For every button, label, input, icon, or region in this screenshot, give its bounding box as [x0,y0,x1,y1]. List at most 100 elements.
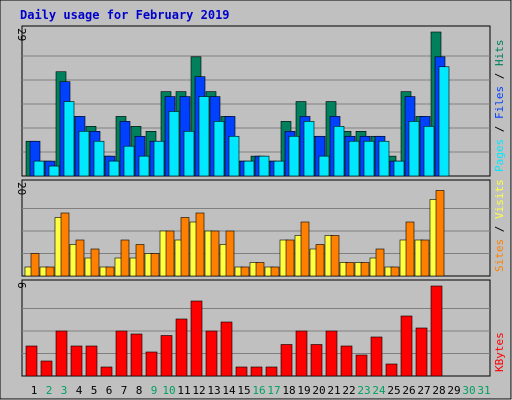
bar-kbytes-day-10 [160,335,173,377]
bar-sites-day-14 [225,230,235,277]
bar-kbytes-day-26 [400,315,413,377]
legend-visits: Visits [493,179,506,219]
bar-sites-day-17 [270,266,280,277]
bar-sites-day-12 [195,212,205,277]
bar-pages-day-27 [423,126,435,177]
bar-kbytes-day-15 [235,366,248,377]
bar-pages-day-21 [333,126,345,177]
bar-sites-day-24 [375,248,385,277]
panel-top-legend: Pages / Files / Hits [493,40,506,173]
x-tick-day-22: 22 [342,384,355,397]
bar-kbytes-day-3 [55,330,68,377]
x-tick-day-14: 14 [222,384,236,397]
bar-pages-day-3 [63,101,75,177]
bar-pages-day-28 [438,66,450,177]
bar-pages-day-11 [183,131,195,177]
bar-kbytes-day-23 [355,354,368,377]
panel-bottom-ymax-label: 6 [15,282,28,289]
bar-sites-day-28 [435,190,445,277]
panel-bottom-legend-text: KBytes [493,332,506,372]
x-tick-day-11: 11 [177,384,190,397]
legend-pages: Pages [493,139,506,172]
bar-sites-day-7 [120,239,130,277]
bar-pages-day-6 [108,160,120,177]
x-tick-day-2: 2 [46,384,53,397]
panel-middle-legend-text: Sites / Visits [493,179,506,272]
x-tick-day-8: 8 [136,384,143,397]
bar-pages-day-25 [393,160,405,177]
legend-files: Files [493,86,506,119]
panel-kbytes: 6 KBytes [15,279,506,377]
bar-kbytes-day-4 [70,345,83,377]
bar-pages-day-24 [378,140,390,177]
bar-pages-day-14 [228,135,240,177]
legend-kbytes: KBytes [493,332,506,372]
bar-kbytes-day-28 [430,285,443,377]
bar-kbytes-day-8 [130,333,143,377]
panel-pages-files-hits: 29 Pages / Files / Hits [15,25,506,177]
legend-separator: / [493,66,506,86]
bar-pages-day-13 [213,121,225,177]
panel-middle-legend: Sites / Visits [493,179,506,272]
bar-kbytes-day-24 [370,336,383,377]
bar-sites-day-1 [30,253,40,277]
x-tick-day-29: 29 [447,384,460,397]
bar-sites-day-4 [75,239,85,277]
bar-pages-day-5 [93,140,105,177]
x-tick-day-20: 20 [312,384,325,397]
x-tick-day-1: 1 [31,384,38,397]
legend-sites: Sites [493,239,506,272]
bar-pages-day-12 [198,96,210,177]
panel-bottom-legend: KBytes [493,332,506,372]
x-tick-day-10: 10 [162,384,175,397]
bar-kbytes-day-14 [220,321,233,377]
x-tick-day-23: 23 [357,384,370,397]
bar-pages-day-2 [48,165,60,177]
x-tick-day-19: 19 [297,384,310,397]
x-tick-day-9: 9 [151,384,158,397]
bar-kbytes-day-16 [250,366,263,377]
bar-kbytes-day-22 [340,345,353,377]
x-tick-day-18: 18 [282,384,295,397]
bar-sites-day-27 [420,239,430,277]
bar-pages-day-1 [33,160,45,177]
bar-kbytes-day-9 [145,351,158,377]
bar-pages-day-9 [153,140,165,177]
x-tick-day-28: 28 [432,384,445,397]
bar-kbytes-day-12 [190,300,203,377]
x-tick-day-26: 26 [402,384,415,397]
panel-top-legend-text: Pages / Files / Hits [493,40,506,173]
bar-pages-day-16 [258,155,270,177]
bar-kbytes-day-11 [175,318,188,377]
bar-kbytes-day-27 [415,327,428,377]
x-tick-day-15: 15 [237,384,250,397]
x-tick-day-31: 31 [477,384,490,397]
bar-kbytes-day-7 [115,330,128,377]
bar-sites-day-26 [405,221,415,277]
bar-kbytes-day-18 [280,344,293,377]
bar-pages-day-26 [408,121,420,177]
x-tick-day-7: 7 [121,384,128,397]
panel-middle-ymax-label: 20 [15,182,28,195]
x-tick-day-24: 24 [372,384,386,397]
x-tick-day-27: 27 [417,384,430,397]
bar-kbytes-day-20 [310,344,323,377]
bar-sites-day-3 [60,212,70,277]
bar-pages-day-7 [123,145,135,177]
bar-sites-day-19 [300,221,310,277]
bar-pages-day-4 [78,131,90,177]
x-tick-day-3: 3 [61,384,68,397]
bar-kbytes-day-19 [295,330,308,377]
bar-pages-day-17 [273,160,285,177]
bar-kbytes-day-5 [85,345,98,377]
bar-sites-day-23 [360,262,370,277]
bar-pages-day-23 [363,140,375,177]
bar-kbytes-day-17 [265,366,278,377]
bar-pages-day-8 [138,155,150,177]
bar-kbytes-day-2 [40,360,53,377]
legend-separator: / [493,219,506,239]
bar-pages-day-18 [288,135,300,177]
bar-kbytes-day-1 [25,345,38,377]
bar-sites-day-10 [165,230,175,277]
